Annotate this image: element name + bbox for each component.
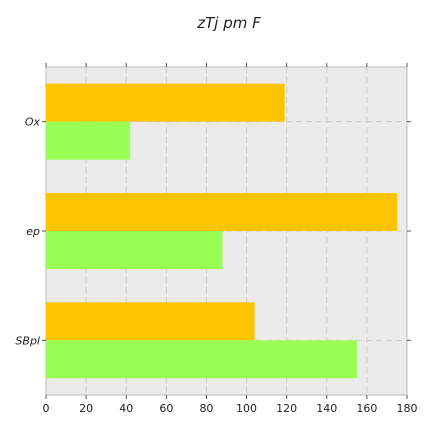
- x-tick-label: 160: [356, 402, 377, 415]
- bar: [46, 193, 397, 231]
- x-tick-label: 120: [276, 402, 297, 415]
- bar: [46, 302, 255, 341]
- category-label: SBpl: [15, 334, 40, 347]
- bar: [46, 231, 223, 269]
- axes: 0 20 40 60 80 100 120 140 160 180 Ox ep SBpl: [15, 63, 418, 415]
- x-tick-label: 20: [79, 402, 93, 415]
- category-label: ep: [26, 225, 40, 238]
- x-tick-label: 100: [236, 402, 257, 415]
- bar: [46, 83, 285, 122]
- x-tick-label: 180: [397, 402, 418, 415]
- bar: [46, 121, 131, 160]
- bar: [46, 340, 357, 379]
- x-tick-label: 0: [43, 402, 50, 415]
- category-label: Ox: [25, 116, 41, 129]
- x-tick-label: 140: [316, 402, 337, 415]
- x-tick-label: 40: [119, 402, 133, 415]
- chart-title: zTj pm F: [196, 14, 261, 32]
- bars: [46, 83, 397, 379]
- x-tick-label: 60: [159, 402, 173, 415]
- x-tick-label: 80: [199, 402, 213, 415]
